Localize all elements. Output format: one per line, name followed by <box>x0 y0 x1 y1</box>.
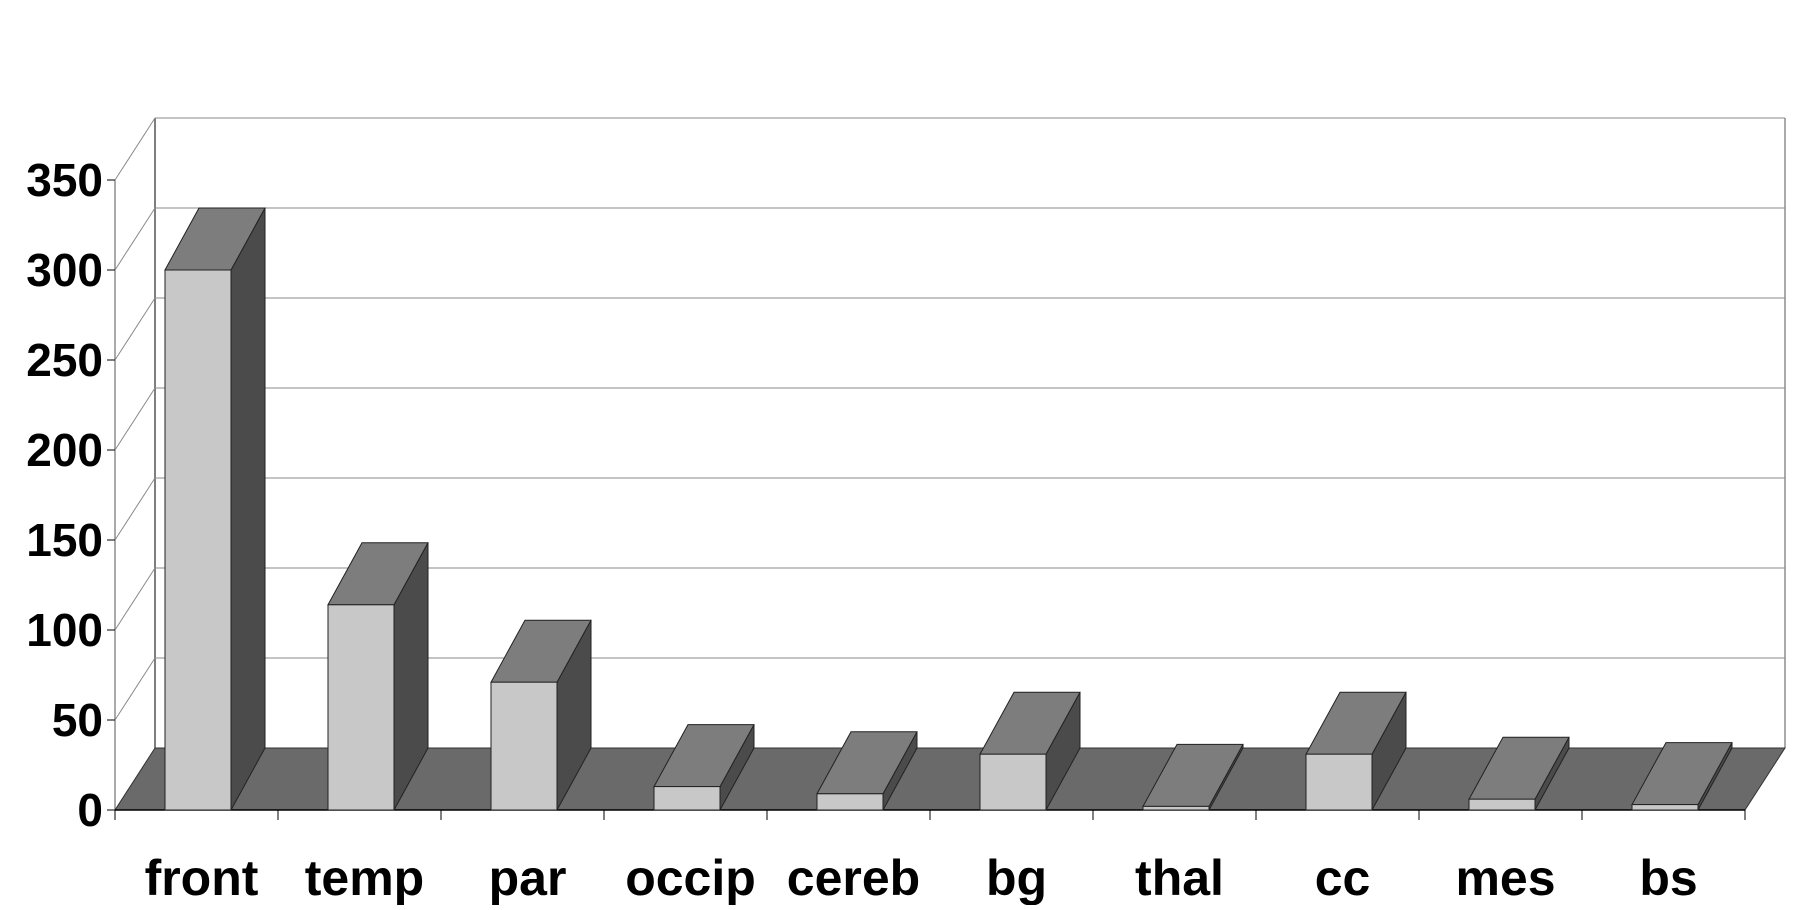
bar-side-face <box>230 207 266 811</box>
y-tick-label: 50 <box>52 694 103 746</box>
bar-front-face <box>1468 798 1536 811</box>
bar-bs <box>1631 742 1733 811</box>
bar-front-face <box>816 793 884 811</box>
bar-front-face <box>164 269 232 811</box>
gridline-side <box>114 297 156 361</box>
bar-mes <box>1468 736 1570 811</box>
bar-occip <box>653 724 755 811</box>
y-axis-tick-labels: 0 50 100 150 200 250 300 350 <box>26 154 103 836</box>
y-tick-label: 150 <box>26 514 103 566</box>
y-tick-label: 350 <box>26 154 103 206</box>
bar-temp <box>327 542 429 811</box>
bar-front-face <box>1142 805 1210 811</box>
bar-front-face <box>490 681 558 811</box>
bar-bg <box>979 691 1081 811</box>
bar-par <box>490 619 592 811</box>
gridline-side <box>114 657 156 721</box>
x-tick-label-mes: mes <box>1455 850 1555 905</box>
x-tick-label-cc: cc <box>1315 850 1371 905</box>
y-tick-label: 200 <box>26 424 103 476</box>
x-tick-label-bs: bs <box>1639 850 1697 905</box>
bar-front-face <box>327 604 395 811</box>
gridline-side <box>114 117 156 181</box>
bar-cereb <box>816 731 918 811</box>
gridline-side <box>114 207 156 271</box>
x-tick-label-par: par <box>489 850 567 905</box>
y-tick-label: 250 <box>26 334 103 386</box>
bar-cc <box>1305 691 1407 811</box>
x-tick-label-thal: thal <box>1135 850 1224 905</box>
bar-front-face <box>1305 753 1373 811</box>
bar-front-face <box>979 753 1047 811</box>
bar-front-face <box>653 786 721 811</box>
x-tick-label-bg: bg <box>986 850 1047 905</box>
gridline-side <box>114 567 156 631</box>
x-tick-label-front: front <box>145 850 259 905</box>
gridline-side <box>114 477 156 541</box>
bars <box>164 207 1733 811</box>
x-tick-label-occip: occip <box>625 850 756 905</box>
bar-front-face <box>1631 804 1699 811</box>
y-tick-label: 300 <box>26 244 103 296</box>
bar-front <box>164 207 266 811</box>
y-tick-label: 100 <box>26 604 103 656</box>
gridline-side <box>114 387 156 451</box>
x-axis-tick-labels: front temp par occip cereb bg thal cc mes bs <box>114 810 1746 906</box>
bar-thal <box>1142 743 1244 811</box>
gridlines <box>107 117 1785 811</box>
x-tick-label-temp: temp <box>305 850 424 905</box>
x-tick-label-cereb: cereb <box>787 850 920 905</box>
y-tick-label: 0 <box>77 784 103 836</box>
